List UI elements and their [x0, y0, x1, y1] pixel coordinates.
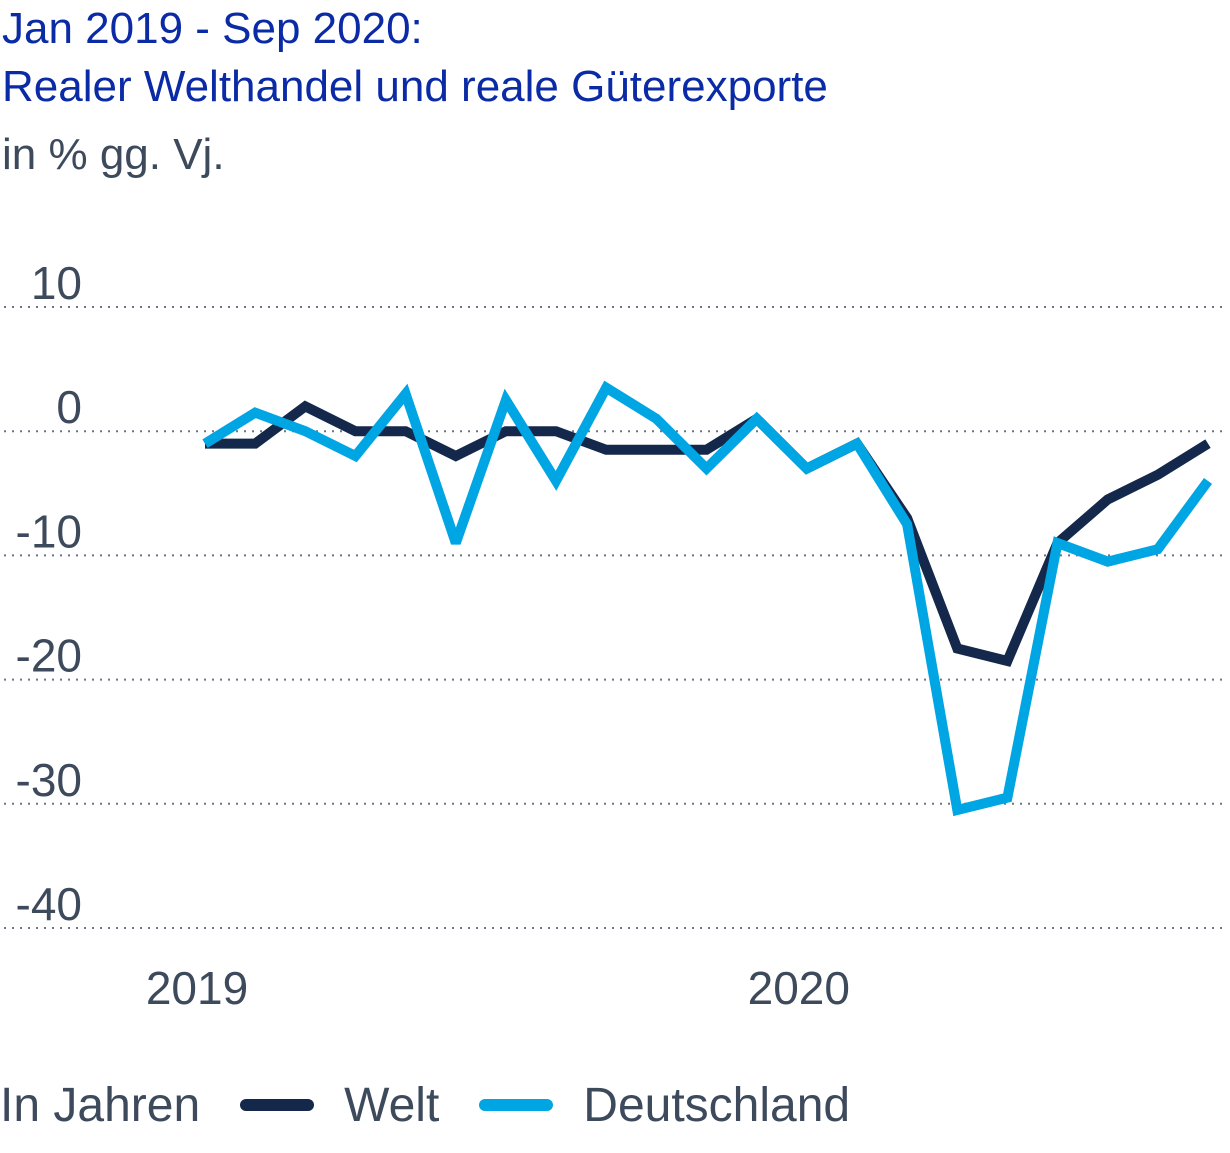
y-axis-labels: 10 0 -10 -20 -30 -40 [16, 257, 82, 930]
line-chart: 10 0 -10 -20 -30 -40 2019 2020 [4, 257, 1228, 1014]
x-tick-label: 2020 [748, 962, 850, 1014]
series-line-welt [205, 400, 1211, 667]
chart-title-line2: Realer Welthandel und reale Güterexporte [2, 62, 828, 111]
chart-title-line1: Jan 2019 - Sep 2020: [2, 4, 423, 53]
chart-subtitle: in % gg. Vj. [2, 130, 225, 179]
y-tick-label: -40 [16, 878, 82, 930]
legend-swatch-welt [240, 1099, 315, 1111]
x-axis-labels: 2019 2020 [146, 962, 850, 1014]
series-lines [202, 380, 1213, 817]
x-tick-label: 2019 [146, 962, 248, 1014]
y-tick-label: 10 [31, 257, 82, 309]
y-tick-label: -10 [16, 505, 82, 557]
y-tick-label: 0 [56, 381, 82, 433]
legend-prefix: In Jahren [0, 1078, 201, 1132]
legend-swatch-deutschland [479, 1099, 554, 1111]
y-tick-label: -30 [16, 754, 82, 806]
y-tick-label: -20 [16, 630, 82, 682]
series-line-deutschland [202, 380, 1213, 817]
legend-label-welt: Welt [344, 1078, 440, 1132]
legend: In Jahren Welt Deutschland [0, 1076, 850, 1134]
legend-label-deutschland: Deutschland [583, 1078, 851, 1132]
